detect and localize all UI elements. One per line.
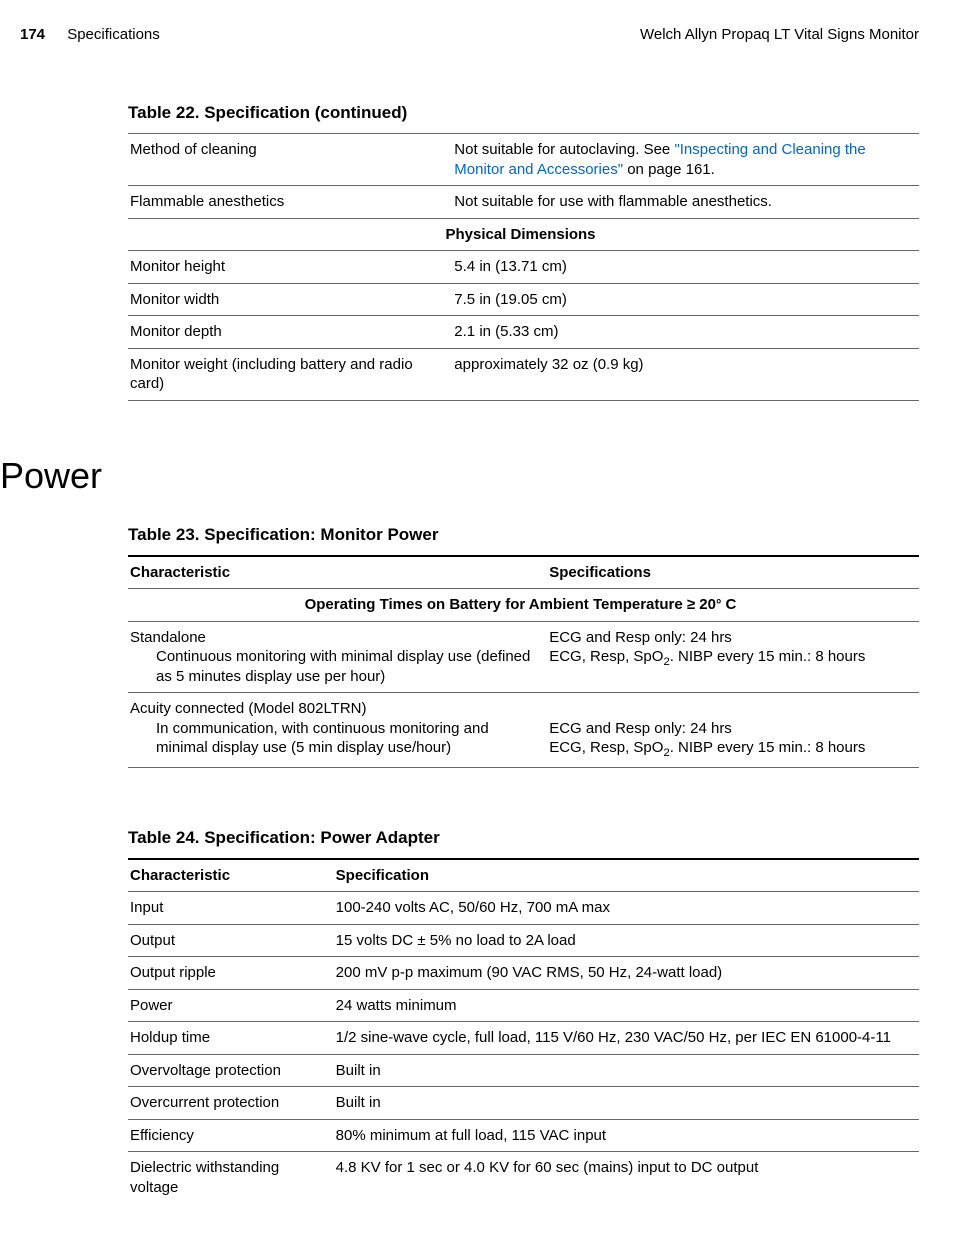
table22-caption: Table 22. Specification (continued) — [128, 103, 919, 123]
table-cell: Holdup time — [128, 1022, 334, 1055]
column-header: Characteristic — [128, 859, 334, 892]
text: Standalone — [130, 629, 206, 646]
table-cell: Input — [128, 892, 334, 925]
text: ECG, Resp, SpO — [549, 648, 663, 665]
table-cell: Method of cleaning — [128, 134, 452, 186]
table-cell: Monitor depth — [128, 316, 452, 349]
text: ECG and Resp only: 24 hrs — [549, 720, 732, 737]
table-cell: 200 mV p-p maximum (90 VAC RMS, 50 Hz, 2… — [334, 957, 919, 990]
table23-monitor-power: Characteristic Specifications Operating … — [128, 555, 919, 768]
table-cell: Monitor weight (including battery and ra… — [128, 348, 452, 400]
table24-power-adapter: Characteristic Specification Input 100-2… — [128, 858, 919, 1204]
table-cell: Dielectric withstanding voltage — [128, 1152, 334, 1204]
text: on page 161. — [623, 161, 715, 178]
table-cell: Not suitable for use with flammable anes… — [452, 186, 919, 219]
page-header: 174 Specifications Welch Allyn Propaq LT… — [0, 26, 919, 47]
table-cell: Output — [128, 924, 334, 957]
text: Acuity connected (Model 802LTRN) — [130, 700, 367, 717]
text: C — [721, 596, 736, 613]
product-title: Welch Allyn Propaq LT Vital Signs Monito… — [640, 26, 919, 43]
table-cell: 4.8 KV for 1 sec or 4.0 KV for 60 sec (m… — [334, 1152, 919, 1204]
table-cell: 24 watts minimum — [334, 989, 919, 1022]
table-cell: 7.5 in (19.05 cm) — [452, 283, 919, 316]
table-cell: ECG and Resp only: 24 hrs ECG, Resp, SpO… — [547, 621, 919, 693]
column-header: Characteristic — [128, 556, 547, 589]
column-header: Specification — [334, 859, 919, 892]
table-cell: 2.1 in (5.33 cm) — [452, 316, 919, 349]
table-subheader: Physical Dimensions — [128, 218, 919, 251]
text: Continuous monitoring with minimal displ… — [130, 647, 539, 686]
text: In communication, with continuous monito… — [130, 719, 539, 758]
table-cell: Output ripple — [128, 957, 334, 990]
text: 20 — [695, 596, 716, 613]
table-cell: Built in — [334, 1087, 919, 1120]
table-cell: Monitor height — [128, 251, 452, 284]
table-cell: Overcurrent protection — [128, 1087, 334, 1120]
table-cell: Built in — [334, 1054, 919, 1087]
page-number: 174 — [20, 26, 45, 43]
text: . NIBP every 15 min.: 8 hours — [670, 739, 866, 756]
table-cell: 15 volts DC ± 5% no load to 2A load — [334, 924, 919, 957]
table-cell: Monitor width — [128, 283, 452, 316]
table-subheader: Operating Times on Battery for Ambient T… — [128, 589, 919, 622]
table-cell: approximately 32 oz (0.9 kg) — [452, 348, 919, 400]
table-cell: Acuity connected (Model 802LTRN) In comm… — [128, 693, 547, 768]
table24-caption: Table 24. Specification: Power Adapter — [128, 828, 919, 848]
table-cell: 1/2 sine-wave cycle, full load, 115 V/60… — [334, 1022, 919, 1055]
table-cell: Efficiency — [128, 1119, 334, 1152]
table23-caption: Table 23. Specification: Monitor Power — [128, 525, 919, 545]
section-title: Specifications — [67, 26, 160, 43]
heading-power: Power — [0, 455, 919, 497]
table-cell: Overvoltage protection — [128, 1054, 334, 1087]
table-cell: 80% minimum at full load, 115 VAC input — [334, 1119, 919, 1152]
text: ECG, Resp, SpO — [549, 739, 663, 756]
table-cell: Not suitable for autoclaving. See "Inspe… — [452, 134, 919, 186]
table-cell: Flammable anesthetics — [128, 186, 452, 219]
table-cell: 100-240 volts AC, 50/60 Hz, 700 mA max — [334, 892, 919, 925]
text: ECG and Resp only: 24 hrs — [549, 629, 732, 646]
column-header: Specifications — [547, 556, 919, 589]
text: Not suitable for autoclaving. See — [454, 141, 674, 158]
table22-spec-continued: Method of cleaning Not suitable for auto… — [128, 133, 919, 401]
text: Operating Times on Battery for Ambient T… — [305, 596, 687, 613]
table-cell: Standalone Continuous monitoring with mi… — [128, 621, 547, 693]
table-cell: Power — [128, 989, 334, 1022]
table-cell: ECG and Resp only: 24 hrs ECG, Resp, SpO… — [547, 693, 919, 768]
text: . NIBP every 15 min.: 8 hours — [670, 648, 866, 665]
table-cell: 5.4 in (13.71 cm) — [452, 251, 919, 284]
